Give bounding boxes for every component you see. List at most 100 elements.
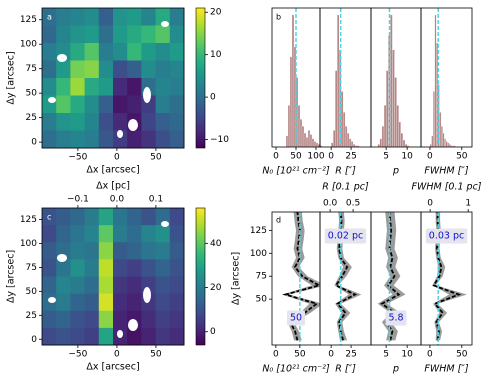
- annotation-box: [385, 310, 407, 326]
- map-cell: [169, 327, 185, 346]
- axes-frame: [41, 7, 185, 149]
- map-cell: [56, 25, 71, 44]
- histogram-bar: [400, 132, 404, 148]
- map-cell: [98, 259, 114, 277]
- x2-tick-label: −0.1: [67, 195, 89, 205]
- panel-label: d: [276, 216, 281, 225]
- map-cell: [127, 327, 142, 346]
- y-axis-label: Δy [arcsec]: [6, 250, 17, 303]
- map-cell: [169, 25, 185, 44]
- annotation: 0.03 pc: [429, 231, 464, 242]
- map-cell: [84, 130, 100, 149]
- map-cell: [169, 8, 185, 26]
- map-cell: [141, 113, 157, 131]
- map-cell: [70, 25, 86, 44]
- histogram-bar: [447, 142, 450, 148]
- map-cell: [98, 276, 114, 295]
- histogram-bar: [285, 135, 289, 148]
- colorbar-tick-label: 20: [210, 8, 222, 18]
- x2-axis-label: Δx [pc]: [96, 181, 130, 192]
- map-cell: [98, 293, 114, 312]
- map-cell: [98, 43, 114, 61]
- histogram-bar: [301, 126, 305, 148]
- x2-tick-label: 0.5: [346, 199, 360, 209]
- y-tick-label: 25: [26, 311, 37, 321]
- x-axis-label: R [″]: [335, 364, 356, 375]
- map-cell: [98, 310, 114, 329]
- x-axis-label: FWHM [″]: [424, 166, 468, 177]
- annotation: 5.8: [388, 313, 403, 324]
- map-cell: [56, 259, 71, 277]
- y-tick-label: 0: [31, 138, 37, 148]
- y-tick-label: 50: [26, 89, 38, 99]
- map-cell: [70, 327, 86, 346]
- histogram-bar: [334, 70, 338, 148]
- map-cell: [98, 60, 114, 79]
- map-cell: [113, 130, 128, 149]
- histogram-bar: [444, 138, 447, 148]
- map-cell: [113, 208, 128, 226]
- map-cell: [42, 25, 57, 44]
- histogram-bar: [394, 77, 397, 148]
- map-cell: [113, 242, 128, 260]
- map-cell: [169, 43, 185, 61]
- x-tick-label: 100: [307, 152, 324, 162]
- histogram-bar: [392, 49, 395, 148]
- x2-axis-label: R [0.1 pc]: [322, 182, 369, 193]
- map-cell: [113, 60, 128, 79]
- y-tick-label: 125: [20, 15, 37, 25]
- map-cell: [155, 43, 171, 61]
- map-cell: [42, 242, 57, 260]
- histogram-bar: [429, 144, 432, 148]
- map-cell: [155, 310, 171, 329]
- map-cell: [169, 95, 185, 114]
- histogram-bar: [342, 112, 346, 148]
- map-cell: [56, 310, 71, 329]
- map-cell: [169, 310, 185, 329]
- map-cell: [98, 8, 114, 26]
- map-cell: [56, 208, 71, 226]
- histogram-bar: [303, 132, 307, 148]
- x-tick-label: 0: [427, 350, 433, 360]
- map-cell: [127, 259, 142, 277]
- map-cell: [169, 259, 185, 277]
- map-cell: [70, 8, 86, 26]
- y-tick-label: 100: [20, 40, 37, 50]
- map-cell: [84, 113, 100, 131]
- map-cell: [127, 8, 142, 26]
- x-tick-label: 50: [294, 350, 306, 360]
- map-cell: [42, 327, 57, 346]
- map-cell: [113, 95, 128, 114]
- map-cell: [155, 242, 171, 260]
- map-cell: [84, 276, 100, 295]
- map-cell: [84, 259, 100, 277]
- map-cell: [98, 327, 114, 346]
- map-cell: [155, 95, 171, 114]
- y-tick-label: 125: [20, 215, 37, 225]
- map-cell: [113, 8, 128, 26]
- map-cell: [84, 43, 100, 61]
- map-cell: [113, 310, 128, 329]
- panel-label: c: [47, 213, 51, 222]
- map-cell: [84, 25, 100, 44]
- colorbar-tick-label: 0: [210, 327, 216, 337]
- map-cell: [98, 95, 114, 114]
- x-tick-label: 0: [273, 152, 279, 162]
- map-cell: [56, 8, 71, 26]
- y-tick-label: 100: [20, 239, 37, 249]
- map-cell: [42, 130, 57, 149]
- map-cell: [42, 60, 57, 79]
- histogram-bar: [434, 14, 437, 148]
- histogram-bar: [442, 132, 445, 148]
- x-tick-label: 5: [383, 350, 389, 360]
- map-cell: [98, 113, 114, 131]
- x2-tick-label: 0: [427, 199, 433, 209]
- map-cell: [84, 293, 100, 312]
- x-axis-label: FWHM [″]: [424, 364, 468, 375]
- profile-line: [432, 212, 462, 341]
- histogram-bar: [445, 141, 448, 148]
- map-cell: [98, 78, 114, 96]
- x-tick-label: −50: [68, 350, 87, 360]
- map-cell: [141, 225, 157, 243]
- map-cell: [127, 130, 142, 149]
